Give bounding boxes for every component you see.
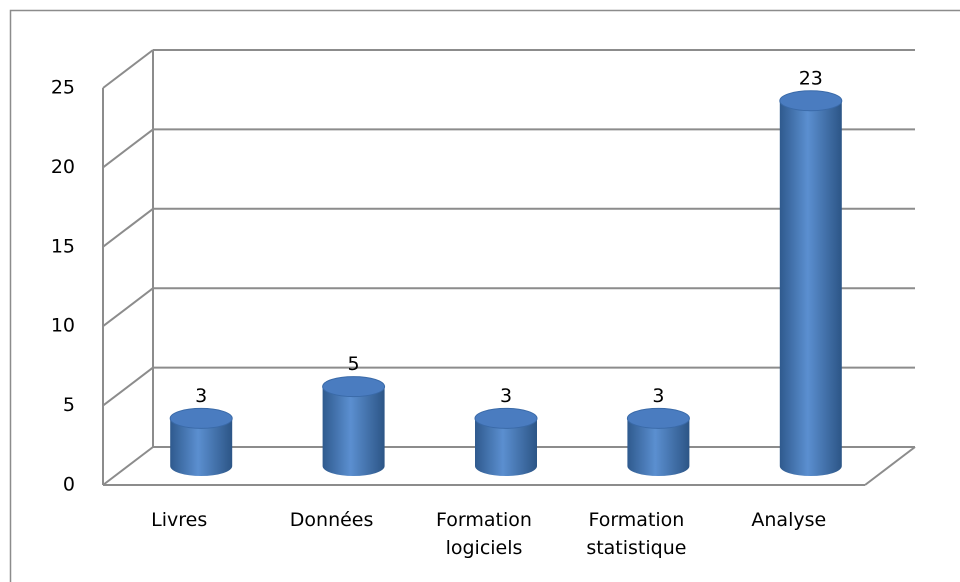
- bar-top: [169, 407, 233, 429]
- grid-line: [102, 287, 154, 327]
- bar: [779, 100, 842, 477]
- frame: [9, 9, 960, 582]
- bar-top: [626, 407, 690, 429]
- y-tick-label: 20: [51, 156, 75, 178]
- y-tick-label: 0: [63, 474, 75, 496]
- axis-line: [864, 446, 916, 486]
- data-label: 3: [652, 385, 664, 407]
- bar: [322, 386, 385, 477]
- grid-line: [102, 446, 154, 486]
- bar-top: [322, 376, 386, 398]
- bar-top: [779, 90, 843, 112]
- bar: [627, 418, 690, 477]
- x-tick-label: Formation statistique: [586, 509, 687, 559]
- y-tick-label: 5: [63, 394, 75, 416]
- x-tick-label: Analyse: [751, 509, 827, 531]
- y-tick-label: 15: [51, 235, 75, 257]
- grid-line: [102, 49, 154, 89]
- grid-line: [102, 128, 154, 169]
- bar: [170, 418, 233, 477]
- x-tick-label: Formation logiciels: [436, 509, 532, 559]
- data-label: 3: [195, 385, 207, 407]
- y-tick-label: 10: [51, 315, 75, 337]
- x-tick-label: Données: [289, 509, 374, 531]
- bar: [475, 418, 537, 476]
- data-label: 23: [799, 67, 823, 89]
- data-label: 3: [500, 385, 512, 407]
- data-label: 5: [348, 353, 360, 375]
- y-tick-label: 25: [51, 77, 75, 99]
- grid-line: [102, 366, 154, 407]
- grid-line: [102, 208, 154, 248]
- x-tick-label: Livres: [151, 509, 208, 531]
- bar-top: [474, 407, 538, 429]
